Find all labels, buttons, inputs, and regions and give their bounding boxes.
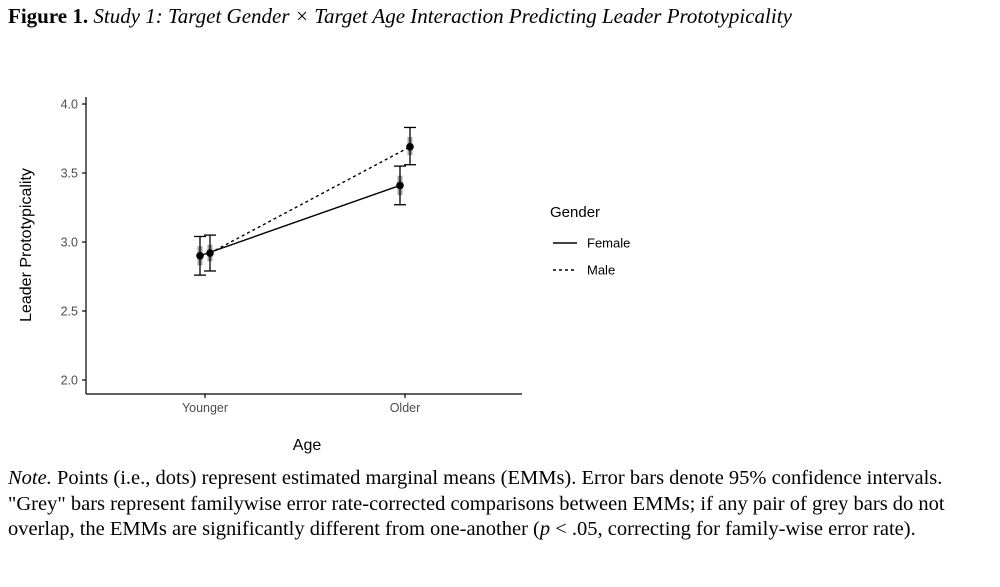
legend-item-male: Male [553, 263, 615, 278]
note-text-2: < .05, correcting for family-wise error … [550, 518, 916, 540]
x-axis-title: Age [293, 437, 322, 454]
legend-title: Gender [550, 204, 600, 221]
y-tick-label: 2.0 [61, 374, 78, 388]
series-female [194, 165, 406, 276]
note-p-symbol: p [539, 518, 551, 540]
emm-point [396, 181, 404, 190]
legend-item-female: Female [553, 236, 630, 251]
emm-point [206, 249, 214, 257]
legend: Gender Female Male [550, 204, 630, 278]
series-layer [194, 126, 416, 276]
series-line-female [199, 184, 401, 257]
figure-note: Note. Points (i.e., dots) represent esti… [8, 466, 998, 543]
y-tick-label: 3.5 [61, 167, 78, 181]
emm-point [406, 142, 414, 151]
y-tick-label: 3.0 [61, 236, 78, 250]
x-tick-label: Older [390, 401, 421, 415]
interaction-chart: 2.0 2.5 3.0 3.5 4.0 Younger Older Leader Prot… [18, 97, 630, 454]
y-axis-title: Leader Prototypicality [18, 168, 35, 322]
y-ticks: 2.0 2.5 3.0 3.5 4.0 [61, 98, 86, 388]
y-tick-label: 4.0 [61, 98, 78, 112]
emm-point [196, 252, 204, 260]
axes [85, 97, 522, 395]
figure-caption: Study 1: Target Gender × Target Age Inte… [93, 4, 792, 28]
series-line-male [209, 146, 411, 254]
figure-title: Figure 1. Study 1: Target Gender × Targe… [8, 4, 993, 29]
note-label: Note. [8, 467, 52, 489]
y-tick-label: 2.5 [61, 305, 78, 319]
note-text-1: Points (i.e., dots) represent estimated … [8, 467, 945, 540]
series-male [204, 126, 416, 272]
x-ticks: Younger Older [182, 394, 420, 415]
legend-label: Female [587, 236, 630, 251]
legend-label: Male [587, 263, 615, 278]
x-tick-label: Younger [182, 401, 228, 415]
figure-label: Figure 1. [8, 4, 89, 28]
